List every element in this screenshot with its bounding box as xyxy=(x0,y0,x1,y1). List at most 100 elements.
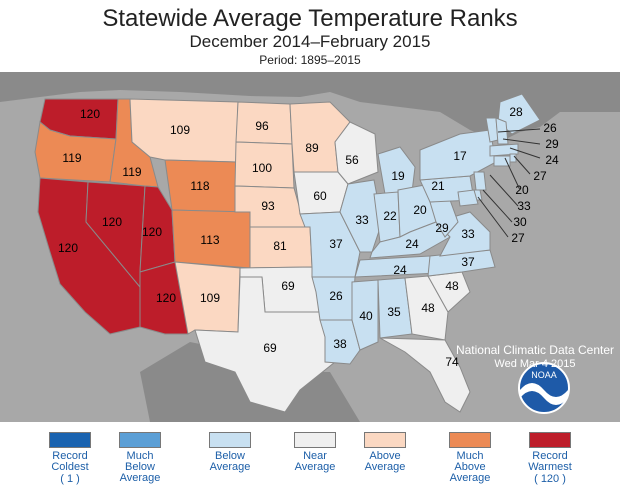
rank-label-nc: 37 xyxy=(461,255,475,269)
legend-label: Much Below Average xyxy=(102,451,178,484)
map-subtitle: December 2014–February 2015 xyxy=(189,32,431,51)
rank-label-nj: 33 xyxy=(517,199,531,213)
canada-land xyxy=(0,72,620,142)
agency-name: National Climatic Data Center xyxy=(455,343,614,357)
noaa-logo-wave xyxy=(520,383,568,405)
rank-label-oh: 20 xyxy=(413,203,427,217)
rank-label-ky: 24 xyxy=(405,237,419,251)
legend-label: Near Average xyxy=(277,451,353,473)
rank-label-la: 38 xyxy=(333,337,347,351)
legend-item: Near Average xyxy=(277,432,353,473)
rank-label-sd: 100 xyxy=(252,161,272,175)
rank-label-nv: 120 xyxy=(102,215,122,229)
rank-label-de: 30 xyxy=(513,215,527,229)
legend-swatch xyxy=(119,432,161,448)
rank-label-co: 113 xyxy=(200,233,219,247)
rank-label-nh: 29 xyxy=(545,137,559,151)
rank-label-ca: 120 xyxy=(58,241,78,255)
rank-label-mt: 109 xyxy=(170,123,190,137)
legend-rank-value: ( 120 ) xyxy=(534,473,566,485)
rank-label-id: 119 xyxy=(122,165,141,179)
legend-label-line: Above xyxy=(369,450,401,462)
legend-label-line: Near xyxy=(303,450,327,462)
state-fl xyxy=(379,337,471,413)
rank-label-ut: 120 xyxy=(142,225,162,239)
rank-label-md: 27 xyxy=(511,231,525,245)
rank-label-il: 33 xyxy=(355,213,369,227)
rank-label-wy: 118 xyxy=(190,179,209,193)
legend-label-line: Average xyxy=(119,472,161,484)
state-ct xyxy=(493,155,511,167)
legend-label-line: Coldest xyxy=(51,461,89,473)
legend-label-line: Much xyxy=(126,450,154,462)
rank-label-ri: 27 xyxy=(533,169,547,183)
rank-label-me: 28 xyxy=(509,105,523,119)
legend-label-line: Below xyxy=(125,461,155,473)
map-period: Period: 1895–2015 xyxy=(259,53,361,67)
leader-ct xyxy=(504,157,521,191)
rank-label-ms: 40 xyxy=(359,309,373,323)
legend-label-line: Average xyxy=(294,461,336,473)
legend-swatch xyxy=(209,432,251,448)
legend-item: Above Average xyxy=(347,432,423,473)
leader-de xyxy=(482,189,513,223)
legend-swatch xyxy=(49,432,91,448)
state-rank-labels: 120 119 120 120 119 109 118 120 120 113 109 96 100 93… xyxy=(58,105,559,369)
rank-label-ok: 69 xyxy=(281,279,295,293)
rank-label-va: 33 xyxy=(461,227,475,241)
rank-label-wa: 120 xyxy=(80,107,100,121)
state-shapes xyxy=(34,93,541,413)
map-title: Statewide Average Temperature Ranks xyxy=(102,5,518,32)
agency-credit: National Climatic Data Center Wed Mar 4 … xyxy=(456,343,614,371)
rank-label-sc: 48 xyxy=(445,279,459,293)
leader-md xyxy=(477,196,509,238)
rank-label-wi: 56 xyxy=(345,153,359,167)
legend-swatch xyxy=(449,432,491,448)
state-ri xyxy=(509,153,517,163)
rank-label-al: 35 xyxy=(387,305,401,319)
rank-label-tx: 69 xyxy=(263,341,277,355)
rank-label-wv: 29 xyxy=(435,221,449,235)
legend-label: Record Coldest xyxy=(32,451,108,473)
noaa-logo: NOAA xyxy=(518,362,570,414)
rank-label-ny: 17 xyxy=(453,149,467,163)
rank-label-tn: 24 xyxy=(393,263,407,277)
agency-date: Wed Mar 4 2015 xyxy=(494,358,576,370)
state-ms xyxy=(351,279,379,351)
rank-label-ne: 93 xyxy=(261,199,275,213)
legend-swatch xyxy=(294,432,336,448)
legend-item: Record Warmest( 120 ) xyxy=(512,432,588,485)
rank-label-ia: 60 xyxy=(313,189,327,203)
legend-label: Much Above Average xyxy=(432,451,508,484)
legend-label-line: Warmest xyxy=(528,461,572,473)
state-mi xyxy=(377,146,416,195)
rank-label-fl: 74 xyxy=(445,355,459,369)
rank-label-in: 22 xyxy=(383,209,397,223)
rank-label-nm: 109 xyxy=(200,291,220,305)
legend-swatch xyxy=(529,432,571,448)
rank-label-ma: 24 xyxy=(545,153,559,167)
rank-label-ar: 26 xyxy=(329,289,343,303)
rank-label-nd: 96 xyxy=(255,119,269,133)
legend-item: Below Average xyxy=(192,432,268,473)
rank-label-pa: 21 xyxy=(431,179,445,193)
rank-label-az: 120 xyxy=(156,291,176,305)
legend-label-line: Average xyxy=(209,461,251,473)
rank-label-mo: 37 xyxy=(329,237,343,251)
noaa-logo-text: NOAA xyxy=(531,370,557,380)
state-wi xyxy=(334,121,379,185)
rank-label-vt: 26 xyxy=(543,121,557,135)
legend-label-line: Record xyxy=(532,450,568,462)
leader-ri xyxy=(513,155,531,175)
legend-label-line: Below xyxy=(215,450,245,462)
leader-lines xyxy=(477,128,541,238)
legend-rank-value: ( 1 ) xyxy=(60,473,80,485)
legend-label: Below Average xyxy=(192,451,268,473)
rank-label-ga: 48 xyxy=(421,301,435,315)
rank-label-ks: 81 xyxy=(273,239,287,253)
leader-nj xyxy=(489,174,519,207)
legend-item: Much Below Average xyxy=(102,432,178,484)
state-nh xyxy=(495,117,509,145)
leader-vt xyxy=(497,128,541,133)
